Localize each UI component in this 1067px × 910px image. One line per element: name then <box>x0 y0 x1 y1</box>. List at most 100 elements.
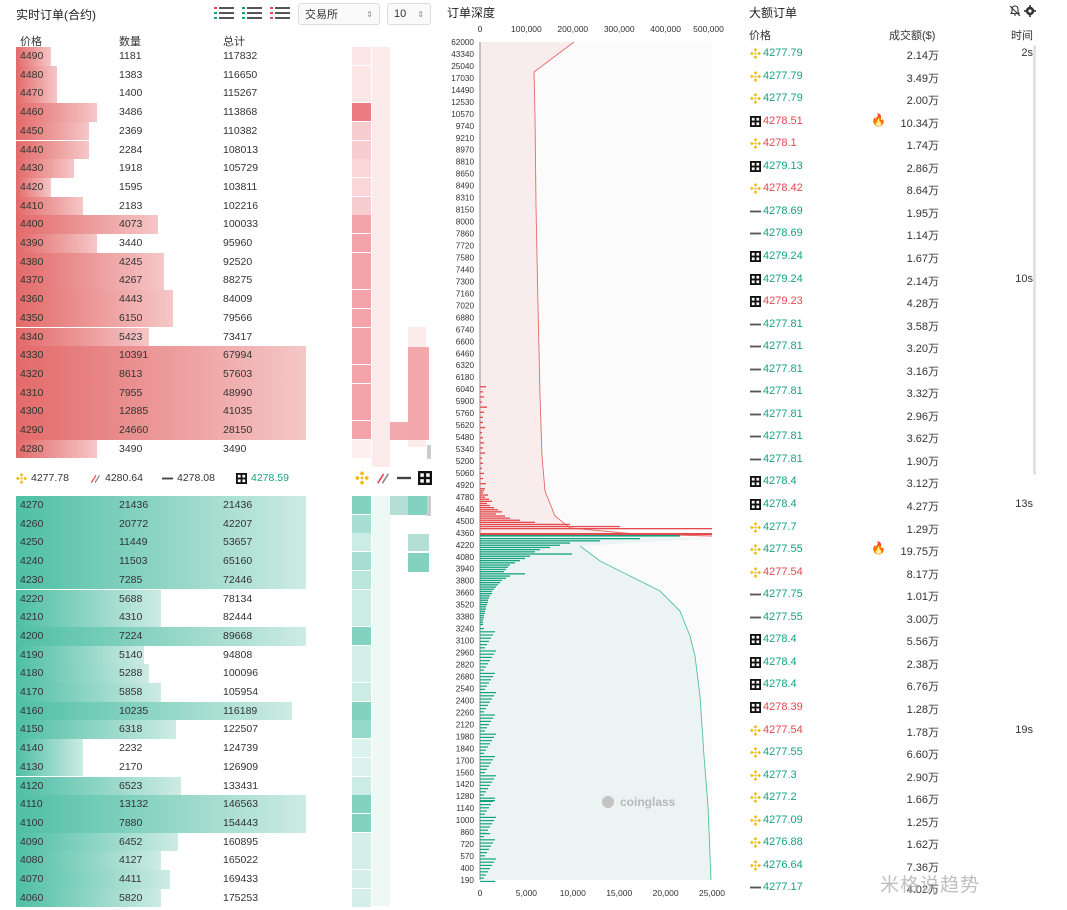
ask-row[interactable]: 4490 1181 117832 <box>16 47 306 66</box>
large-order-row[interactable]: 4278.39 1.28万 <box>749 698 1039 721</box>
ask-row[interactable]: 4340 5423 73417 <box>16 327 306 347</box>
ask-row[interactable]: 4380 4245 92520 <box>16 252 306 272</box>
order-amount: 3.58万 <box>906 320 939 333</box>
large-order-row[interactable]: 4277.17 4.02万 <box>749 878 1039 901</box>
bid-row[interactable]: 4110 13132 146563 <box>16 795 306 814</box>
bid-row[interactable]: 4240 11503 65160 <box>16 552 306 571</box>
depth-select[interactable]: 10 ⇕ <box>387 3 431 25</box>
mute-bell-icon[interactable] <box>1009 5 1021 17</box>
large-order-row[interactable]: 4277.55 6.60万 <box>749 743 1039 766</box>
settings-gear-icon[interactable] <box>1024 5 1036 17</box>
large-order-row[interactable]: 4277.55 19.75万 🔥 <box>749 540 1039 563</box>
exchange-select[interactable]: 交易所 ⇕ <box>298 3 380 25</box>
large-order-row[interactable]: 4277.54 1.78万 19s <box>749 721 1039 744</box>
large-order-row[interactable]: 4276.64 7.36万 <box>749 856 1039 879</box>
bid-row[interactable]: 4190 5140 94808 <box>16 645 306 665</box>
large-order-row[interactable]: 4279.24 2.14万 10s <box>749 270 1039 293</box>
large-order-row[interactable]: 4279.23 4.28万 <box>749 292 1039 315</box>
bid-row[interactable]: 4060 5820 175253 <box>16 888 306 908</box>
bid-row[interactable]: 4160 10235 116189 <box>16 701 306 721</box>
bid-row[interactable]: 4140 2232 124739 <box>16 739 306 758</box>
large-order-row[interactable]: 4278.4 2.38万 <box>749 653 1039 676</box>
ask-row[interactable]: 4460 3486 113868 <box>16 103 306 122</box>
large-order-row[interactable]: 4278.69 1.95万 <box>749 202 1039 225</box>
large-order-row[interactable]: 4277.54 8.17万 <box>749 563 1039 586</box>
large-order-row[interactable]: 4278.4 4.27万 13s <box>749 495 1039 518</box>
large-order-row[interactable]: 4278.1 1.74万 <box>749 134 1039 157</box>
bid-row[interactable]: 4120 6523 133431 <box>16 776 306 796</box>
large-order-row[interactable]: 4276.88 1.62万 <box>749 833 1039 856</box>
ask-row[interactable]: 4420 1595 103811 <box>16 177 306 197</box>
large-order-row[interactable]: 4277.09 1.25万 <box>749 811 1039 834</box>
large-order-row[interactable]: 4277.2 1.66万 <box>749 788 1039 811</box>
large-order-row[interactable]: 4278.51 10.34万 🔥 <box>749 112 1039 135</box>
large-order-row[interactable]: 4277.81 3.62万 <box>749 427 1039 450</box>
bid-row[interactable]: 4200 7224 89668 <box>16 626 306 646</box>
bid-row[interactable]: 4150 6318 122507 <box>16 720 306 740</box>
ask-row[interactable]: 4320 8613 57603 <box>16 364 306 384</box>
bid-row[interactable]: 4230 7285 72446 <box>16 570 306 590</box>
view-bids-icon[interactable] <box>242 6 262 20</box>
bid-row[interactable]: 4270 21436 21436 <box>16 496 306 515</box>
large-order-row[interactable]: 4277.7 1.29万 <box>749 518 1039 541</box>
large-order-row[interactable]: 4277.79 2.14万 2s <box>749 44 1039 67</box>
ask-row[interactable]: 4290 24660 28150 <box>16 421 306 440</box>
large-order-row[interactable]: 4277.3 2.90万 <box>749 766 1039 789</box>
ask-row[interactable]: 4360 4443 84009 <box>16 290 306 309</box>
bid-row[interactable]: 4220 5688 78134 <box>16 589 306 609</box>
bid-row[interactable]: 4260 20772 42207 <box>16 514 306 534</box>
large-order-row[interactable]: 4278.42 8.64万 <box>749 179 1039 202</box>
ask-row[interactable]: 4300 12885 41035 <box>16 402 306 421</box>
okx-icon[interactable] <box>418 471 432 485</box>
binance-icon[interactable] <box>355 471 369 485</box>
large-order-row[interactable]: 4277.81 3.16万 <box>749 360 1039 383</box>
large-order-row[interactable]: 4279.24 1.67万 <box>749 247 1039 270</box>
ask-row[interactable]: 4430 1918 105729 <box>16 159 306 178</box>
large-order-row[interactable]: 4277.55 3.00万 <box>749 608 1039 631</box>
large-order-row[interactable]: 4277.81 3.20万 <box>749 337 1039 360</box>
bid-row[interactable]: 4210 4310 82444 <box>16 608 306 627</box>
bybit-icon[interactable] <box>376 471 390 485</box>
view-both-icon[interactable] <box>214 6 234 20</box>
bid-row[interactable]: 4080 4127 165022 <box>16 851 306 870</box>
ask-row[interactable]: 4350 6150 79566 <box>16 308 306 328</box>
large-order-row[interactable]: 4277.79 3.49万 <box>749 67 1039 90</box>
large-order-row[interactable]: 4277.75 1.01万 <box>749 585 1039 608</box>
large-order-row[interactable]: 4279.13 2.86万 <box>749 157 1039 180</box>
large-order-row[interactable]: 4278.4 3.12万 <box>749 472 1039 495</box>
bid-row[interactable]: 4170 5858 105954 <box>16 683 306 702</box>
bitget-icon[interactable] <box>397 471 411 485</box>
bid-row[interactable]: 4070 4411 169433 <box>16 870 306 889</box>
large-order-row[interactable]: 4278.4 5.56万 <box>749 630 1039 653</box>
bid-depth-bar <box>480 612 485 615</box>
large-order-row[interactable]: 4277.81 3.58万 <box>749 315 1039 338</box>
large-order-row[interactable]: 4277.81 1.90万 <box>749 450 1039 473</box>
y-tick-label: 9740 <box>456 122 475 131</box>
bid-row[interactable]: 4130 2170 126909 <box>16 757 306 777</box>
ask-row[interactable]: 4440 2284 108013 <box>16 140 306 160</box>
ask-row[interactable]: 4480 1383 116650 <box>16 65 306 85</box>
ask-row[interactable]: 4450 2369 110382 <box>16 121 306 141</box>
bid-row[interactable]: 4180 5288 100096 <box>16 664 306 683</box>
bid-row[interactable]: 4100 7880 154443 <box>16 813 306 833</box>
ask-row[interactable]: 4410 2183 102216 <box>16 196 306 216</box>
scrollbar[interactable] <box>1033 45 1036 475</box>
bid-depth-bar <box>480 877 484 879</box>
large-order-row[interactable]: 4277.81 3.32万 <box>749 382 1039 405</box>
ask-row[interactable]: 4310 7955 48990 <box>16 383 306 403</box>
bid-depth-bar <box>16 813 306 833</box>
ask-row[interactable]: 4330 10391 67994 <box>16 346 306 365</box>
ask-row[interactable]: 4370 4267 88275 <box>16 271 306 291</box>
large-order-row[interactable]: 4277.81 2.96万 <box>749 405 1039 428</box>
view-asks-icon[interactable] <box>270 6 290 20</box>
ask-row[interactable]: 4280 3490 3490 <box>16 439 306 459</box>
large-order-row[interactable]: 4277.79 2.00万 <box>749 89 1039 112</box>
ask-row[interactable]: 4400 4073 100033 <box>16 215 306 234</box>
ask-row[interactable]: 4390 3440 95960 <box>16 234 306 253</box>
bid-row[interactable]: 4090 6452 160895 <box>16 832 306 852</box>
large-order-row[interactable]: 4278.4 6.76万 <box>749 675 1039 698</box>
large-order-row[interactable]: 4278.69 1.14万 <box>749 224 1039 247</box>
bid-row[interactable]: 4250 11449 53657 <box>16 533 306 553</box>
ask-row[interactable]: 4470 1400 115267 <box>16 84 306 104</box>
bid-qty: 6318 <box>119 723 143 736</box>
